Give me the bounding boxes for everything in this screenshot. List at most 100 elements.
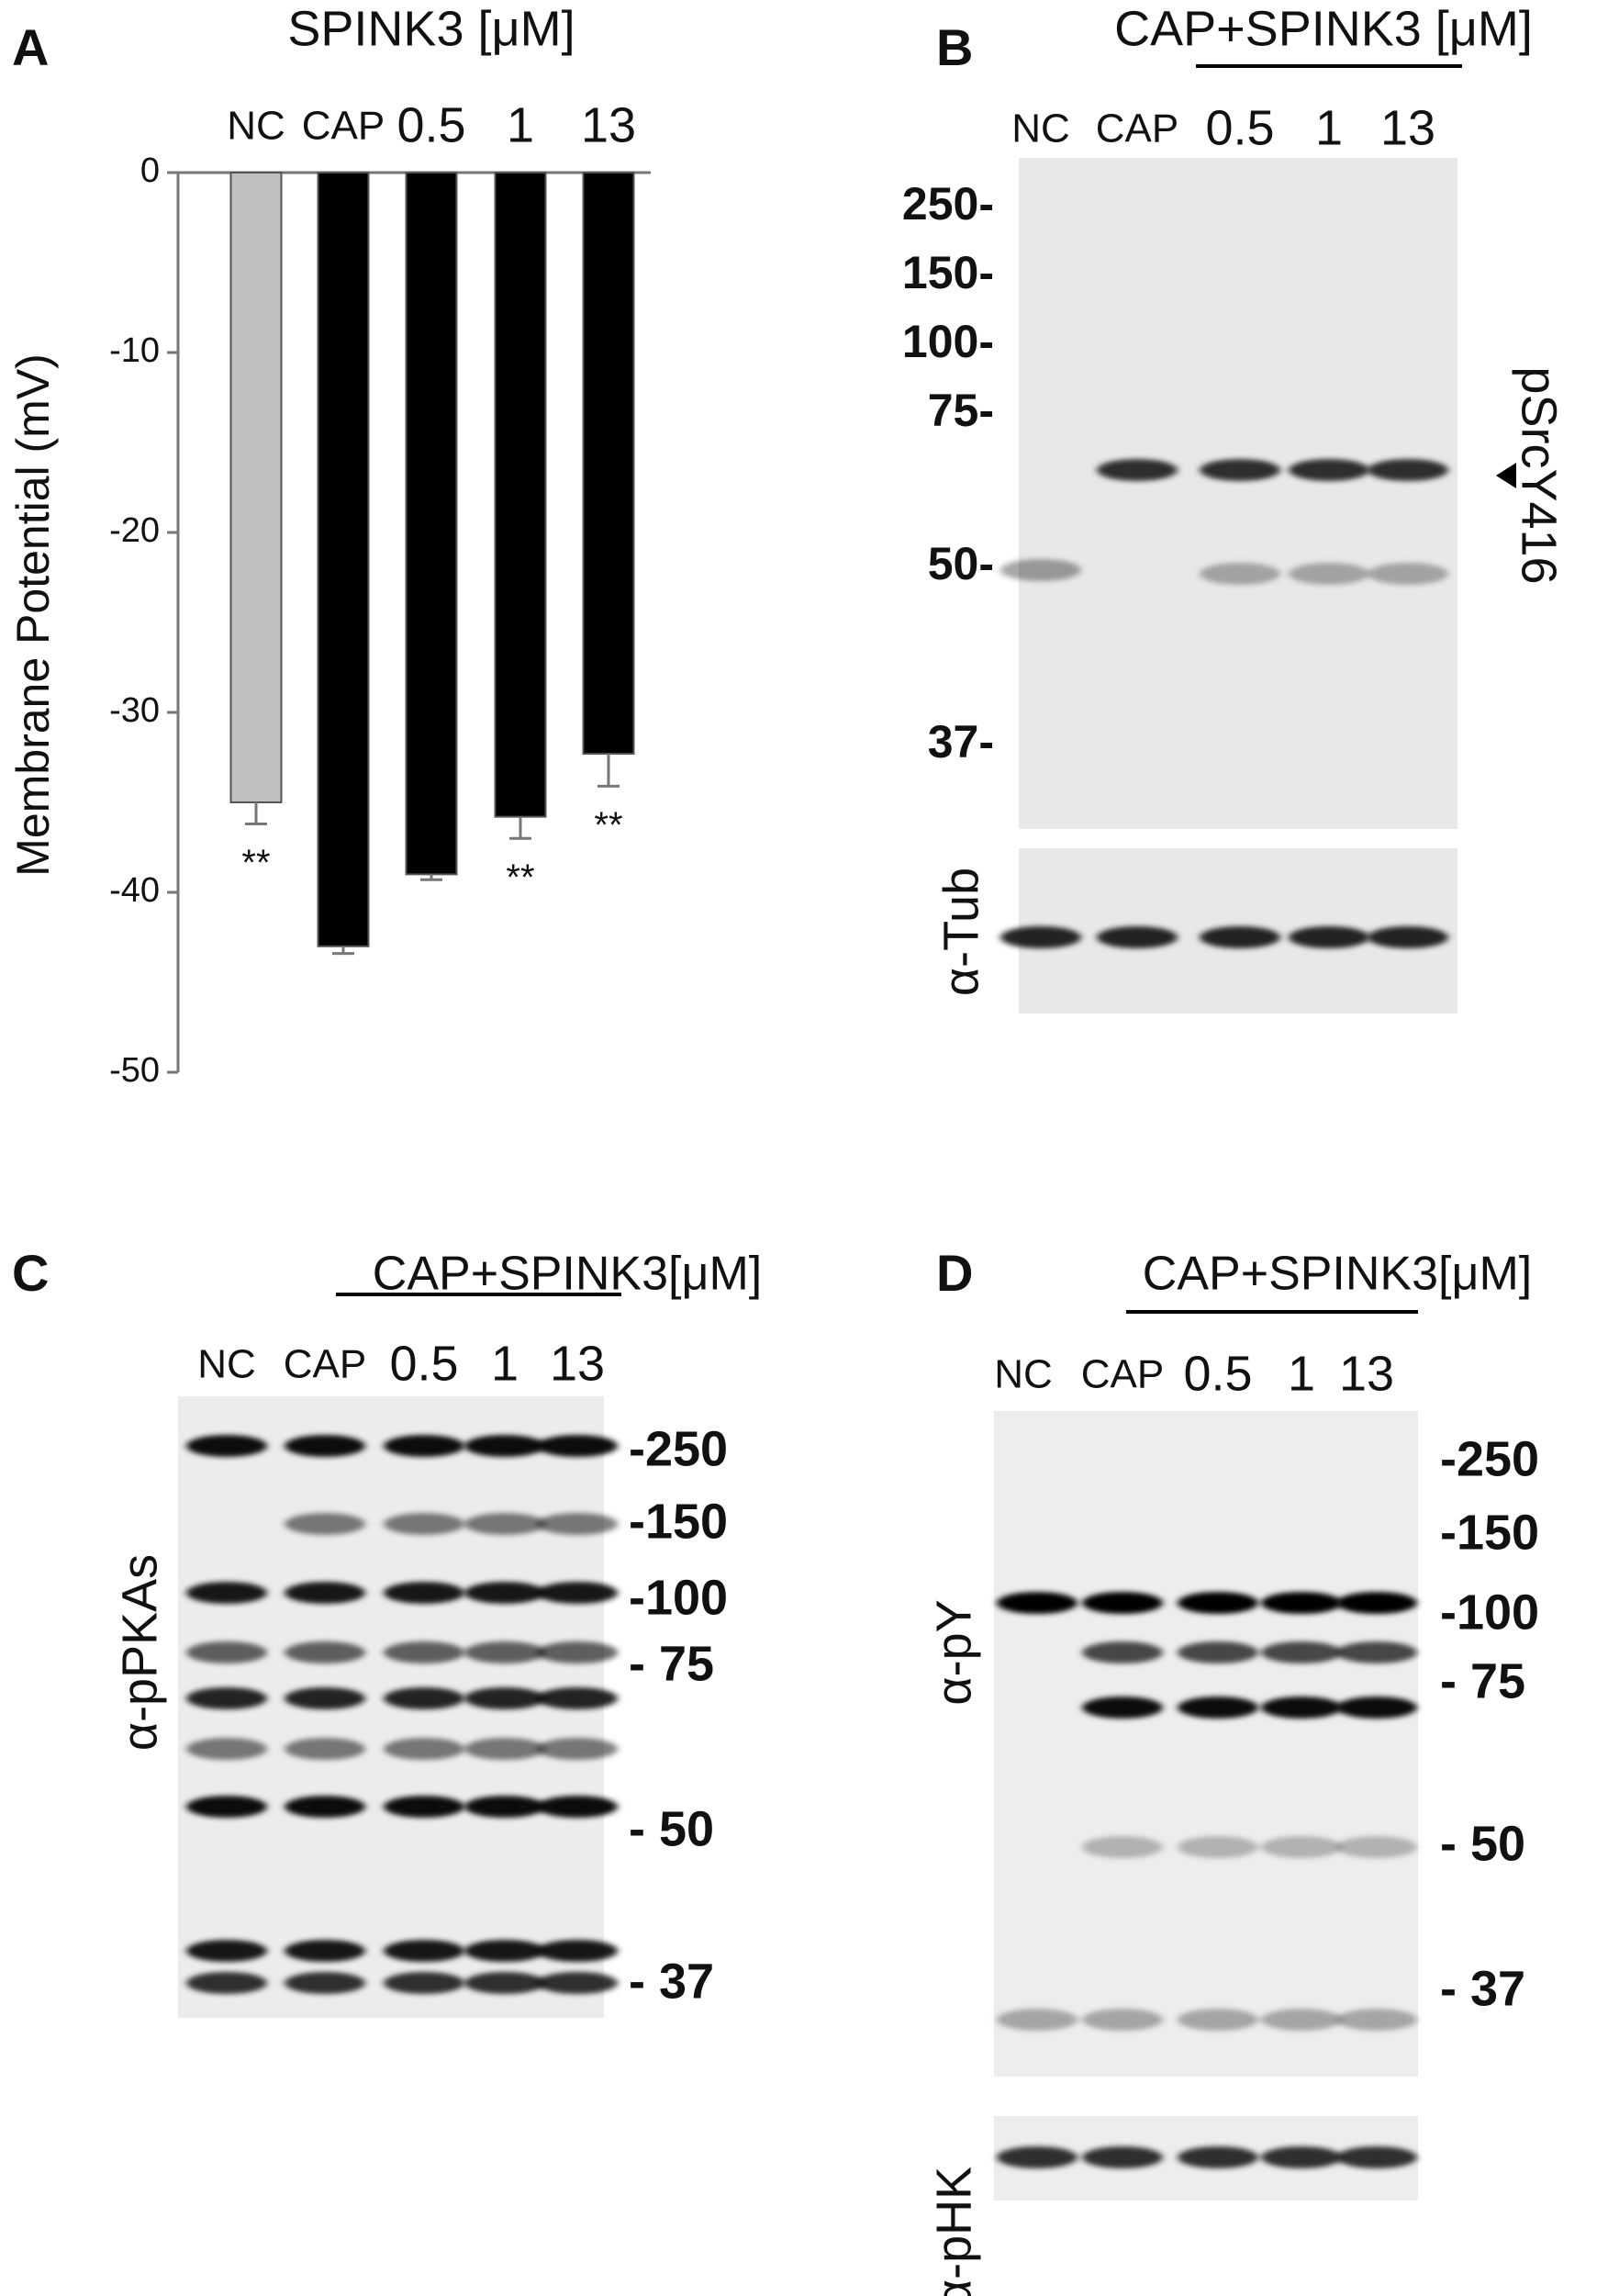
blot-header: CAP+SPINK3[μM] bbox=[1143, 1248, 1532, 1301]
blot-band bbox=[285, 1513, 365, 1535]
blot-band bbox=[1082, 1592, 1163, 1614]
blot-band bbox=[997, 1592, 1078, 1614]
blot-band bbox=[384, 1582, 464, 1604]
mw-marker: 100- bbox=[902, 316, 994, 367]
blot-band bbox=[1289, 926, 1369, 948]
blot-band bbox=[1336, 2146, 1417, 2168]
lane-label: CAP bbox=[1096, 106, 1178, 151]
x-tick-label: 1 bbox=[507, 97, 534, 152]
blot-band bbox=[1097, 459, 1178, 481]
blot-band bbox=[464, 1972, 545, 1994]
blot-band bbox=[186, 1738, 267, 1760]
blot-band bbox=[537, 1687, 618, 1709]
blot-band bbox=[186, 1582, 267, 1604]
blot-band bbox=[285, 1687, 365, 1709]
blot-band bbox=[1178, 2146, 1258, 2168]
blot-band bbox=[1200, 926, 1280, 948]
blot-band bbox=[384, 1687, 464, 1709]
blot-antibody: α-pHK bbox=[926, 2167, 981, 2296]
blot-membrane bbox=[1019, 158, 1457, 829]
significance: ** bbox=[241, 843, 270, 883]
blot-band bbox=[1261, 1592, 1342, 1614]
lane-label: 1 bbox=[1315, 100, 1343, 155]
blot-band bbox=[537, 1641, 618, 1663]
blot-band bbox=[1261, 1836, 1342, 1858]
mw-marker: - 50 bbox=[1440, 1816, 1525, 1871]
mw-marker: - 75 bbox=[1440, 1653, 1525, 1708]
bar bbox=[229, 172, 283, 803]
blot-band bbox=[464, 1435, 545, 1457]
x-tick-label: 13 bbox=[581, 97, 636, 152]
blot-band bbox=[1336, 1836, 1417, 1858]
blot-band bbox=[1200, 563, 1280, 585]
blot-band bbox=[464, 1796, 545, 1818]
blot-band bbox=[186, 1435, 267, 1457]
blot-band bbox=[384, 1972, 464, 1994]
blot-band bbox=[997, 2146, 1078, 2168]
panel-label: B bbox=[936, 18, 973, 76]
blot-band bbox=[186, 1940, 267, 1962]
lane-label: NC bbox=[1011, 106, 1070, 151]
blot-band bbox=[997, 2009, 1078, 2031]
blot-band bbox=[537, 1435, 618, 1457]
blot-band bbox=[1097, 926, 1178, 948]
blot-band bbox=[186, 1687, 267, 1709]
blot-band bbox=[537, 1513, 618, 1535]
blot-antibody: α-Tub bbox=[933, 868, 988, 996]
blot-band bbox=[1368, 563, 1448, 585]
blot-band bbox=[384, 1738, 464, 1760]
blot-band bbox=[1336, 2009, 1417, 2031]
bar bbox=[317, 172, 370, 947]
lane-label: 1 bbox=[491, 1336, 519, 1391]
blot-band bbox=[285, 1972, 365, 1994]
blot-band bbox=[285, 1940, 365, 1962]
blot-band bbox=[384, 1796, 464, 1818]
blot-band bbox=[1336, 1592, 1417, 1614]
blot-membrane bbox=[994, 1411, 1418, 2077]
lane-label: CAP bbox=[284, 1342, 366, 1387]
blot-band bbox=[1178, 1697, 1258, 1719]
lane-label: NC bbox=[994, 1352, 1053, 1397]
mw-marker: - 37 bbox=[629, 1954, 714, 2009]
blot-band bbox=[1261, 1641, 1342, 1663]
mw-marker: -150 bbox=[629, 1494, 728, 1549]
blot-band bbox=[537, 1972, 618, 1994]
blot-band bbox=[464, 1641, 545, 1663]
blot-band bbox=[1178, 1836, 1258, 1858]
mw-marker: 150- bbox=[902, 247, 994, 298]
significance: ** bbox=[506, 857, 534, 898]
blot-band bbox=[285, 1435, 365, 1457]
blot-band bbox=[464, 1582, 545, 1604]
y-axis-label: Membrane Potential (mV) bbox=[7, 353, 59, 877]
chart-title: SPINK3 [μM] bbox=[287, 1, 575, 56]
blot-band bbox=[186, 1796, 267, 1818]
blot-band bbox=[1289, 563, 1369, 585]
lane-label: 13 bbox=[1339, 1346, 1394, 1401]
lane-label: 13 bbox=[1380, 100, 1435, 155]
blot-band bbox=[1261, 2009, 1342, 2031]
blot-antibody: α-pY bbox=[926, 1599, 981, 1705]
blot-band bbox=[384, 1435, 464, 1457]
blot-band bbox=[537, 1582, 618, 1604]
blot-band bbox=[537, 1738, 618, 1760]
x-tick-label: NC bbox=[227, 104, 285, 149]
lane-label: 0.5 bbox=[1205, 100, 1274, 155]
mw-marker: -250 bbox=[1440, 1431, 1539, 1486]
blot-band bbox=[1082, 2009, 1163, 2031]
blot-band bbox=[1082, 1641, 1163, 1663]
blot-band bbox=[285, 1796, 365, 1818]
blot-band bbox=[384, 1940, 464, 1962]
blot-band bbox=[1336, 1641, 1417, 1663]
mw-marker: -100 bbox=[629, 1570, 728, 1625]
band-arrow bbox=[1496, 463, 1516, 488]
bar bbox=[494, 172, 547, 818]
blot-band bbox=[1000, 926, 1081, 948]
mw-marker: 75- bbox=[928, 385, 994, 436]
blot-band bbox=[464, 1513, 545, 1535]
bar bbox=[582, 172, 635, 756]
lane-label: NC bbox=[197, 1342, 256, 1387]
blot-header: CAP+SPINK3[μM] bbox=[373, 1248, 762, 1301]
x-tick-label: 0.5 bbox=[396, 97, 465, 152]
mw-marker: 50- bbox=[928, 538, 994, 589]
